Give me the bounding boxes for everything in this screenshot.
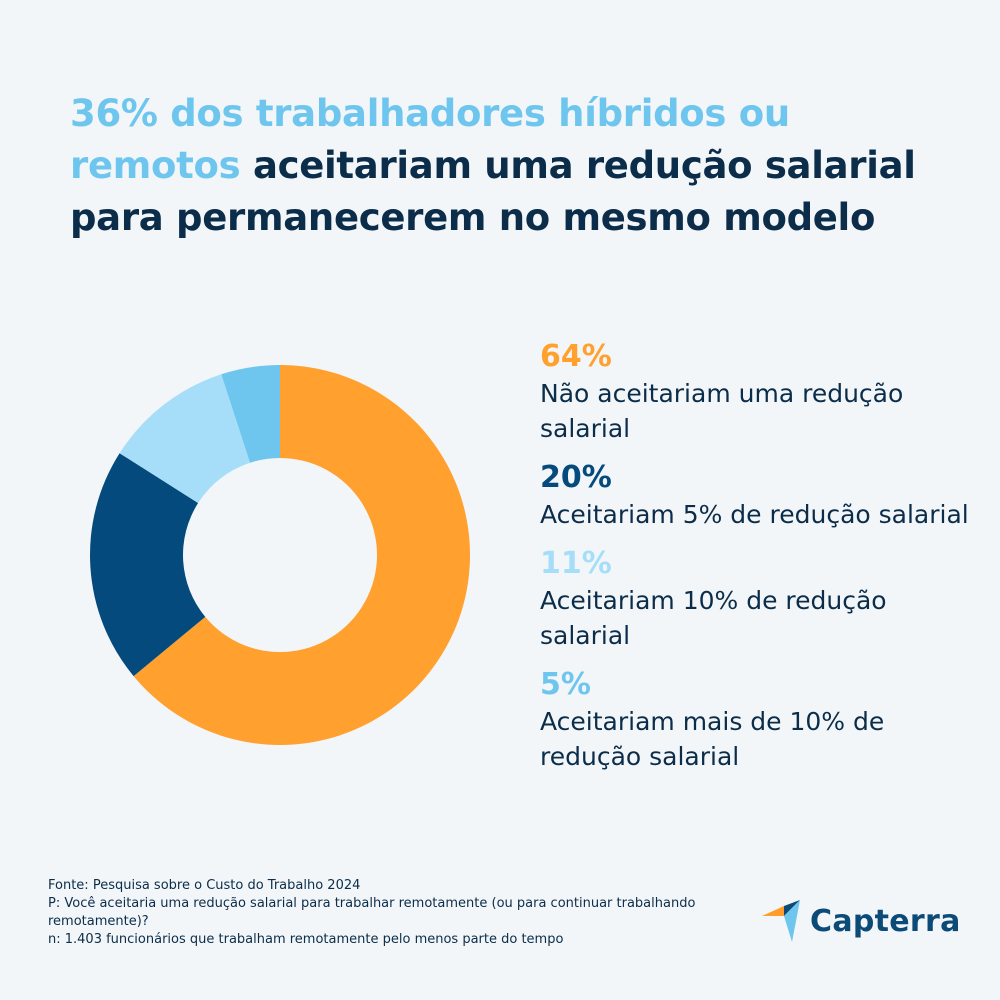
title-highlight: 36% dos trabalhadores híbridos ou remoto… (70, 92, 790, 187)
footnote: Fonte: Pesquisa sobre o Custo do Trabalh… (48, 877, 728, 949)
capterra-logo: Capterra (762, 898, 961, 944)
donut-slice-2 (119, 374, 251, 504)
chart-title: 36% dos trabalhadores híbridos ou remoto… (70, 88, 950, 244)
footnote-sample: n: 1.403 funcionários que trabalham remo… (48, 932, 564, 947)
capterra-logo-text: Capterra (810, 903, 961, 939)
legend-value-1: 20% (540, 460, 612, 495)
donut-slice-1 (90, 453, 206, 677)
donut-slice-0 (133, 365, 470, 745)
footnote-question: P: Você aceitaria uma redução salarial p… (48, 896, 696, 929)
title-rest: aceitariam uma redução salarial para per… (70, 144, 916, 239)
legend-item-0: 64% Não aceitariam uma redução salarial (540, 338, 970, 446)
legend-label-3: Aceitariam mais de 10% de redução salari… (540, 707, 885, 771)
capterra-logo-icon (762, 900, 800, 942)
legend-item-3: 5% Aceitariam mais de 10% de redução sala… (540, 666, 970, 774)
legend-label-2: Aceitariam 10% de redução salarial (540, 586, 887, 650)
legend-value-0: 64% (540, 339, 612, 374)
donut-slice-3 (221, 365, 280, 463)
legend-item-1: 20% Aceitariam 5% de redução salarial (540, 459, 970, 532)
legend-label-0: Não aceitariam uma redução salarial (540, 379, 904, 443)
donut-chart (90, 365, 470, 745)
legend-value-2: 11% (540, 546, 612, 581)
chart-legend: 64% Não aceitariam uma redução salarial 20… (540, 338, 970, 787)
footnote-source: Fonte: Pesquisa sobre o Custo do Trabalh… (48, 878, 361, 893)
legend-value-3: 5% (540, 667, 591, 702)
legend-item-2: 11% Aceitariam 10% de redução salarial (540, 545, 970, 653)
legend-label-1: Aceitariam 5% de redução salarial (540, 500, 969, 529)
